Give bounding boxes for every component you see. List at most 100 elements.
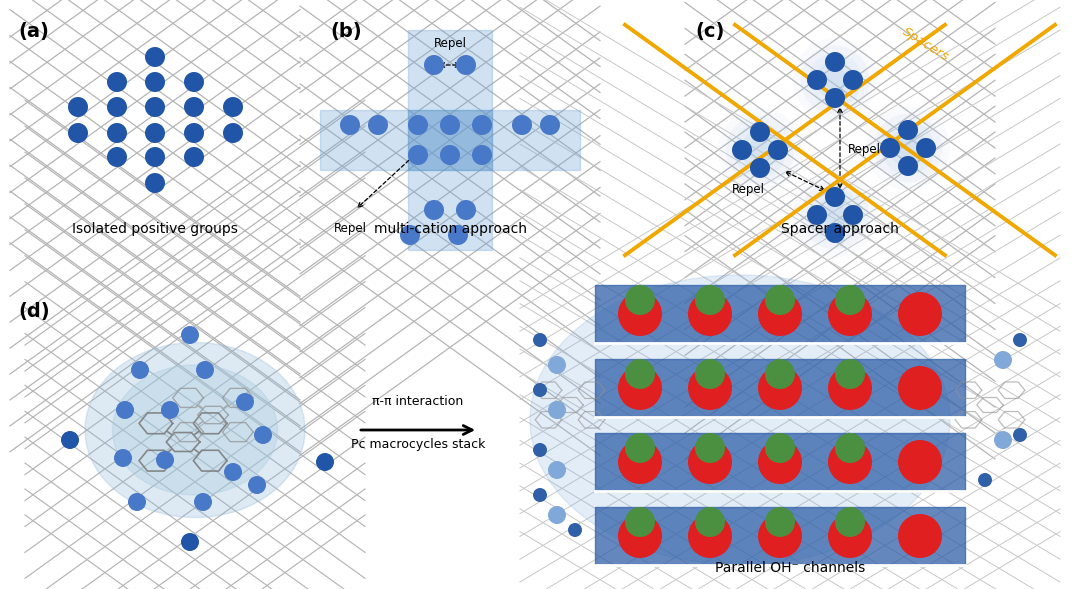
Circle shape [765, 507, 795, 537]
Circle shape [688, 366, 732, 410]
Circle shape [184, 97, 204, 117]
Circle shape [835, 507, 865, 537]
Bar [595, 507, 966, 565]
Circle shape [994, 431, 1012, 449]
Bar [595, 359, 966, 417]
Circle shape [107, 123, 127, 143]
Circle shape [408, 145, 428, 165]
Circle shape [181, 533, 199, 551]
Circle shape [534, 383, 546, 397]
Circle shape [696, 285, 725, 315]
Circle shape [828, 514, 872, 558]
Circle shape [60, 431, 79, 449]
Circle shape [866, 106, 950, 190]
Circle shape [800, 181, 869, 249]
Circle shape [184, 123, 204, 143]
Circle shape [765, 285, 795, 315]
Circle shape [548, 461, 566, 479]
Circle shape [758, 366, 802, 410]
Circle shape [145, 72, 165, 92]
Circle shape [897, 366, 942, 410]
Circle shape [748, 138, 772, 162]
Circle shape [732, 140, 752, 160]
Circle shape [129, 493, 146, 511]
Circle shape [145, 173, 165, 193]
Circle shape [145, 97, 165, 117]
Circle shape [534, 488, 546, 502]
Circle shape [815, 61, 854, 100]
Circle shape [793, 38, 877, 122]
Circle shape [688, 514, 732, 558]
Circle shape [248, 476, 266, 494]
Circle shape [408, 115, 428, 135]
Circle shape [194, 493, 212, 511]
Circle shape [978, 473, 993, 487]
Circle shape [843, 205, 863, 225]
Circle shape [800, 45, 869, 114]
Text: Parallel OH⁻ channels: Parallel OH⁻ channels [715, 561, 865, 575]
Circle shape [823, 203, 847, 227]
Circle shape [114, 449, 132, 467]
Circle shape [828, 292, 872, 336]
Circle shape [618, 366, 662, 410]
Circle shape [184, 147, 204, 167]
Circle shape [107, 147, 127, 167]
Circle shape [896, 136, 920, 160]
Circle shape [534, 333, 546, 347]
Circle shape [440, 145, 460, 165]
Circle shape [828, 440, 872, 484]
Circle shape [825, 223, 845, 243]
Circle shape [696, 507, 725, 537]
Circle shape [181, 326, 199, 344]
Text: multi-cation approach: multi-cation approach [374, 222, 527, 236]
Circle shape [222, 123, 243, 143]
Circle shape [835, 359, 865, 389]
Circle shape [145, 147, 165, 167]
Circle shape [472, 145, 492, 165]
Circle shape [618, 292, 662, 336]
Circle shape [222, 97, 243, 117]
Circle shape [184, 72, 204, 92]
Circle shape [625, 359, 654, 389]
Circle shape [456, 55, 476, 75]
Circle shape [254, 426, 272, 444]
Text: (b): (b) [330, 22, 362, 41]
Circle shape [1013, 428, 1027, 442]
Circle shape [823, 68, 847, 92]
Text: Repel: Repel [732, 184, 765, 197]
Text: Spacer approach: Spacer approach [781, 222, 899, 236]
Circle shape [688, 440, 732, 484]
Circle shape [825, 187, 845, 207]
Circle shape [340, 115, 360, 135]
Circle shape [1013, 333, 1027, 347]
Circle shape [765, 433, 795, 463]
Circle shape [456, 200, 476, 220]
Circle shape [768, 140, 788, 160]
Circle shape [880, 138, 900, 158]
Circle shape [741, 131, 780, 169]
Circle shape [107, 97, 127, 117]
Circle shape [440, 115, 460, 135]
Circle shape [807, 70, 827, 90]
Text: Isolated positive groups: Isolated positive groups [72, 222, 238, 236]
Circle shape [835, 433, 865, 463]
Circle shape [916, 138, 936, 158]
Bar [408, 30, 492, 250]
Circle shape [828, 366, 872, 410]
Circle shape [758, 514, 802, 558]
Text: Repel: Repel [334, 222, 366, 235]
Circle shape [400, 225, 420, 245]
Circle shape [843, 70, 863, 90]
Ellipse shape [85, 342, 305, 518]
Circle shape [897, 156, 918, 176]
Circle shape [625, 433, 654, 463]
Circle shape [145, 123, 165, 143]
Circle shape [107, 72, 127, 92]
Text: (c): (c) [696, 22, 725, 41]
Circle shape [874, 114, 943, 183]
Circle shape [131, 361, 149, 379]
Circle shape [994, 351, 1012, 369]
Text: Spacers: Spacers [900, 25, 951, 64]
Circle shape [161, 401, 179, 419]
Circle shape [808, 188, 862, 242]
